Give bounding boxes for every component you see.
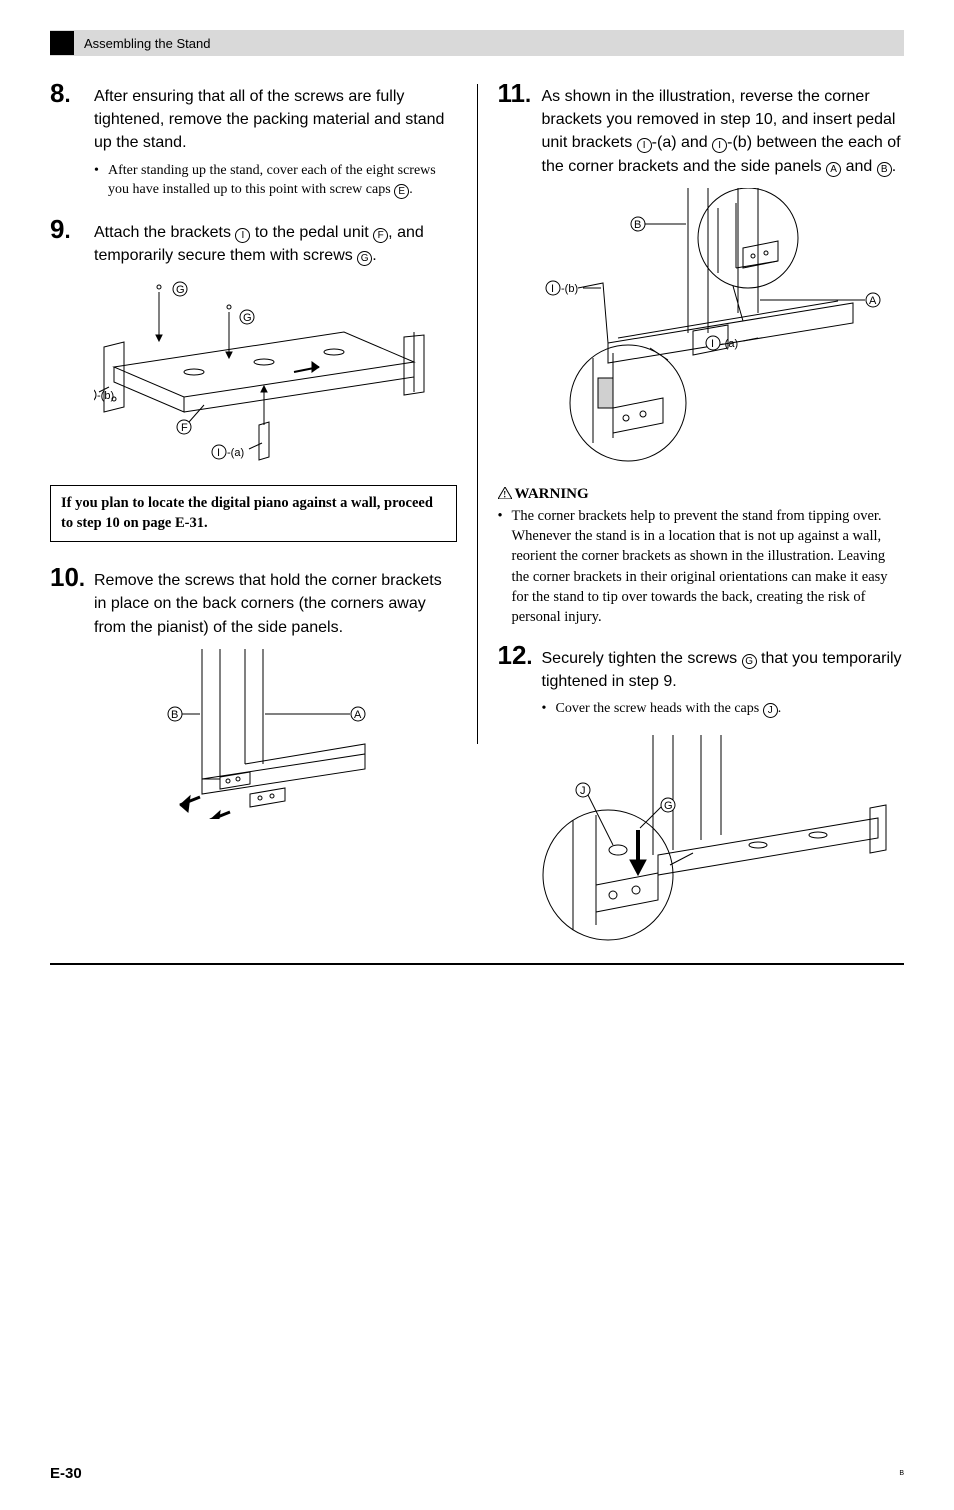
circled-J: J	[763, 703, 778, 718]
fig11-label-Ib-suffix: -(b)	[561, 283, 578, 295]
circled-I-a: I	[637, 138, 652, 153]
fig12-label-G: G	[664, 800, 673, 812]
step-9-body: Attach the brackets I to the pedal unit …	[94, 216, 457, 267]
header-square	[50, 31, 74, 55]
step-9: 9. Attach the brackets I to the pedal un…	[50, 216, 457, 267]
step-8-bullet-1: After standing up the stand, cover each …	[94, 161, 457, 200]
step-10: 10. Remove the screws that hold the corn…	[50, 564, 457, 639]
fig10-label-A: A	[354, 709, 362, 721]
warning-icon: !	[498, 487, 512, 504]
fig9-label-F: F	[181, 422, 188, 434]
step-12-number: 12.	[498, 642, 542, 668]
step-11-body: As shown in the illustration, reverse th…	[542, 80, 905, 178]
footer-rule	[50, 963, 904, 965]
step-11: 11. As shown in the illustration, revers…	[498, 80, 905, 178]
circled-F: F	[373, 228, 388, 243]
wall-callout-box: If you plan to locate the digital piano …	[50, 485, 457, 542]
fig11-label-Ia-suffix: -(a)	[721, 338, 738, 350]
footer-b: B	[899, 1470, 904, 1477]
svg-text:!: !	[503, 489, 506, 499]
fig9-label-Ia: I	[217, 447, 220, 459]
fig11-label-A: A	[869, 295, 877, 307]
step-9-number: 9.	[50, 216, 94, 242]
circled-B: B	[877, 162, 892, 177]
figure-step-9: G G F	[94, 277, 457, 467]
step-12-bullet-1: Cover the screw heads with the caps J.	[542, 699, 905, 719]
footer: E-30 B	[50, 1465, 904, 1482]
figure-step-10: B A	[130, 649, 457, 819]
fig11-label-Ia: I	[711, 338, 714, 350]
step-10-body: Remove the screws that hold the corner b…	[94, 564, 457, 639]
fig10-label-B: B	[171, 709, 178, 721]
circled-I-b: I	[712, 138, 727, 153]
fig9-label-G1: G	[176, 284, 185, 296]
header-title: Assembling the Stand	[84, 36, 210, 51]
circled-G-12: G	[742, 654, 757, 669]
left-column: 8. After ensuring that all of the screws…	[50, 80, 457, 963]
fig9-label-Ib-suffix: -(b)	[97, 390, 114, 402]
circled-A: A	[826, 162, 841, 177]
fig11-label-Ib: I	[551, 283, 554, 295]
column-separator	[477, 84, 478, 744]
header-band: Assembling the Stand	[50, 30, 904, 56]
fig9-label-G2: G	[243, 312, 252, 324]
figure-step-12: J G	[528, 735, 905, 945]
fig9-label-Ia-suffix: -(a)	[227, 447, 244, 459]
step-8-number: 8.	[50, 80, 94, 106]
step-8: 8. After ensuring that all of the screws…	[50, 80, 457, 155]
step-12-bullets: Cover the screw heads with the caps J.	[542, 699, 905, 719]
warning-bullet: The corner brackets help to prevent the …	[498, 506, 905, 628]
circled-I: I	[235, 228, 250, 243]
right-column: 11. As shown in the illustration, revers…	[498, 80, 905, 963]
step-8-body: After ensuring that all of the screws ar…	[94, 80, 457, 155]
step-8-bullets: After standing up the stand, cover each …	[94, 161, 457, 200]
step-10-number: 10.	[50, 564, 94, 590]
warning-body: The corner brackets help to prevent the …	[498, 506, 905, 628]
circled-G: G	[357, 251, 372, 266]
step-11-number: 11.	[498, 80, 542, 106]
warning-heading: ! WARNING	[498, 486, 905, 504]
fig12-label-J: J	[580, 785, 586, 797]
step-12: 12. Securely tighten the screws G that y…	[498, 642, 905, 693]
figure-step-11: B A I -(b) I -(a)	[518, 188, 905, 468]
fig11-label-B: B	[634, 219, 641, 231]
step-12-body: Securely tighten the screws G that you t…	[542, 642, 905, 693]
page-number: E-30	[50, 1465, 82, 1482]
circled-E: E	[394, 184, 409, 199]
